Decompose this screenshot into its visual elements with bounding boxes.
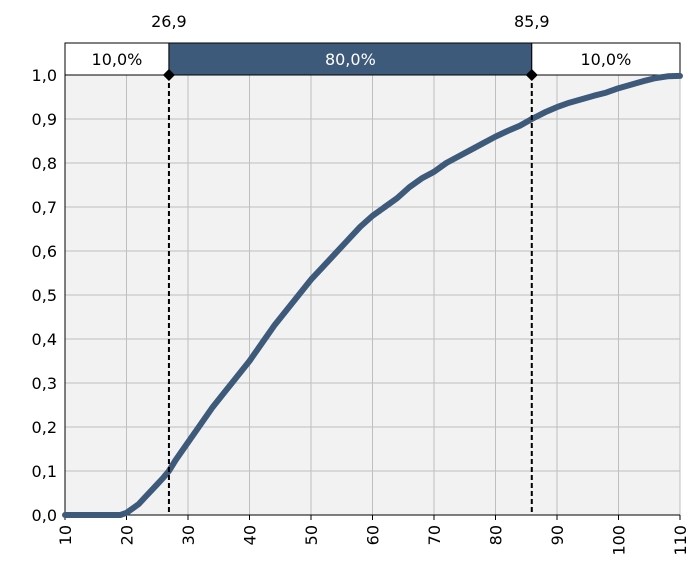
x-tick-label: 40	[241, 525, 260, 545]
x-tick-label: 60	[364, 525, 383, 545]
x-tick-label: 20	[118, 525, 137, 545]
series-layer	[62, 72, 683, 518]
x-tick-label: 100	[610, 525, 629, 556]
y-tick-label: 0,2	[32, 418, 57, 437]
y-tick-label: 0,0	[32, 506, 57, 525]
percentile-markers: 26,9 85,9	[151, 12, 550, 515]
x-tick-label: 50	[302, 525, 321, 545]
y-tick-label: 0,7	[32, 198, 57, 217]
y-tick-label: 0,3	[32, 374, 57, 393]
y-tick-label: 0,4	[32, 330, 57, 349]
y-tick-labels: 0,0 0,1 0,2 0,3 0,4 0,5 0,6 0,7 0,8 0,9 1,0	[32, 66, 57, 525]
y-tick-label: 0,6	[32, 242, 57, 261]
x-tick-labels: 10 20 30 40 50 60 70 80 90 100 110	[56, 525, 690, 556]
x-tick-label: 80	[487, 525, 506, 545]
y-tick-label: 0,9	[32, 110, 57, 129]
band-segment	[531, 42, 681, 76]
x-tick-label: 90	[548, 525, 567, 545]
marker-label: 26,9	[151, 12, 187, 31]
y-tick-label: 0,8	[32, 154, 57, 173]
cdf-line	[62, 72, 683, 518]
x-tick-label: 110	[671, 525, 690, 556]
x-tick-label: 10	[56, 525, 75, 545]
marker-diamond	[162, 69, 175, 81]
band-label: 10,0%	[580, 50, 631, 69]
y-tick-label: 0,5	[32, 286, 57, 305]
marker-label: 85,9	[514, 12, 550, 31]
band-label: 10,0%	[92, 50, 143, 69]
band-label: 80,0%	[325, 50, 376, 69]
x-tick-label: 70	[425, 525, 444, 545]
marker-diamond	[525, 69, 538, 81]
y-tick-label: 0,1	[32, 462, 57, 481]
band-segment	[64, 42, 170, 76]
percentile-bands: 10,0% 80,0% 10,0%	[64, 42, 681, 76]
y-tick-label: 1,0	[32, 66, 57, 85]
axes	[64, 75, 681, 520]
x-tick-label: 30	[179, 525, 198, 545]
